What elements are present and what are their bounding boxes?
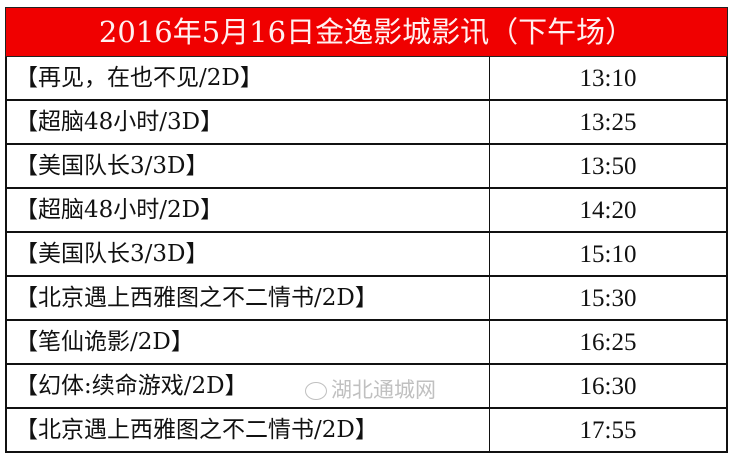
showtime: 16:25 xyxy=(579,329,637,356)
movie-name: 【北京遇上西雅图之不二情书/2D】 xyxy=(7,409,490,451)
showtime: 13:50 xyxy=(579,153,637,180)
table-row: 【笔仙诡影/2D】 16:25 xyxy=(7,321,726,365)
page-title: 2016年5月16日金逸影城影讯（下午场） xyxy=(5,7,728,57)
table-row: 【再见，在也不见/2D】 13:10 xyxy=(7,57,726,101)
movie-name: 【北京遇上西雅图之不二情书/2D】 xyxy=(7,277,490,319)
showtime: 16:30 xyxy=(579,373,637,400)
table-row: 【美国队长3/3D】 15:10 xyxy=(7,233,726,277)
wechat-icon xyxy=(305,382,327,400)
watermark-text: 湖北通城网 xyxy=(331,378,436,402)
showtime: 14:20 xyxy=(579,197,637,224)
movie-name: 【再见，在也不见/2D】 xyxy=(7,57,490,99)
movie-name: 【超脑48小时/3D】 xyxy=(7,101,490,143)
movie-name: 【幻体:续命游戏/2D】 xyxy=(7,365,490,407)
movie-name: 【笔仙诡影/2D】 xyxy=(7,321,490,363)
table-row: 【超脑48小时/3D】 13:25 xyxy=(7,101,726,145)
schedule-table: 【再见，在也不见/2D】 13:10 【超脑48小时/3D】 13:25 【美国队长… xyxy=(5,57,728,453)
showtime: 13:25 xyxy=(579,109,637,136)
movie-name: 【超脑48小时/2D】 xyxy=(7,189,490,231)
showtime: 15:30 xyxy=(579,285,637,312)
watermark: 湖北通城网 xyxy=(305,374,436,404)
movie-name: 【美国队长3/3D】 xyxy=(7,233,490,275)
showtime: 17:55 xyxy=(579,417,637,444)
table-row: 【北京遇上西雅图之不二情书/2D】 17:55 xyxy=(7,409,726,453)
movie-name: 【美国队长3/3D】 xyxy=(7,145,490,187)
table-row: 【美国队长3/3D】 13:50 xyxy=(7,145,726,189)
table-row: 【北京遇上西雅图之不二情书/2D】 15:30 xyxy=(7,277,726,321)
table-row: 【幻体:续命游戏/2D】 16:30 xyxy=(7,365,726,409)
showtime: 13:10 xyxy=(579,65,637,92)
showtime: 15:10 xyxy=(579,241,637,268)
table-row: 【超脑48小时/2D】 14:20 xyxy=(7,189,726,233)
